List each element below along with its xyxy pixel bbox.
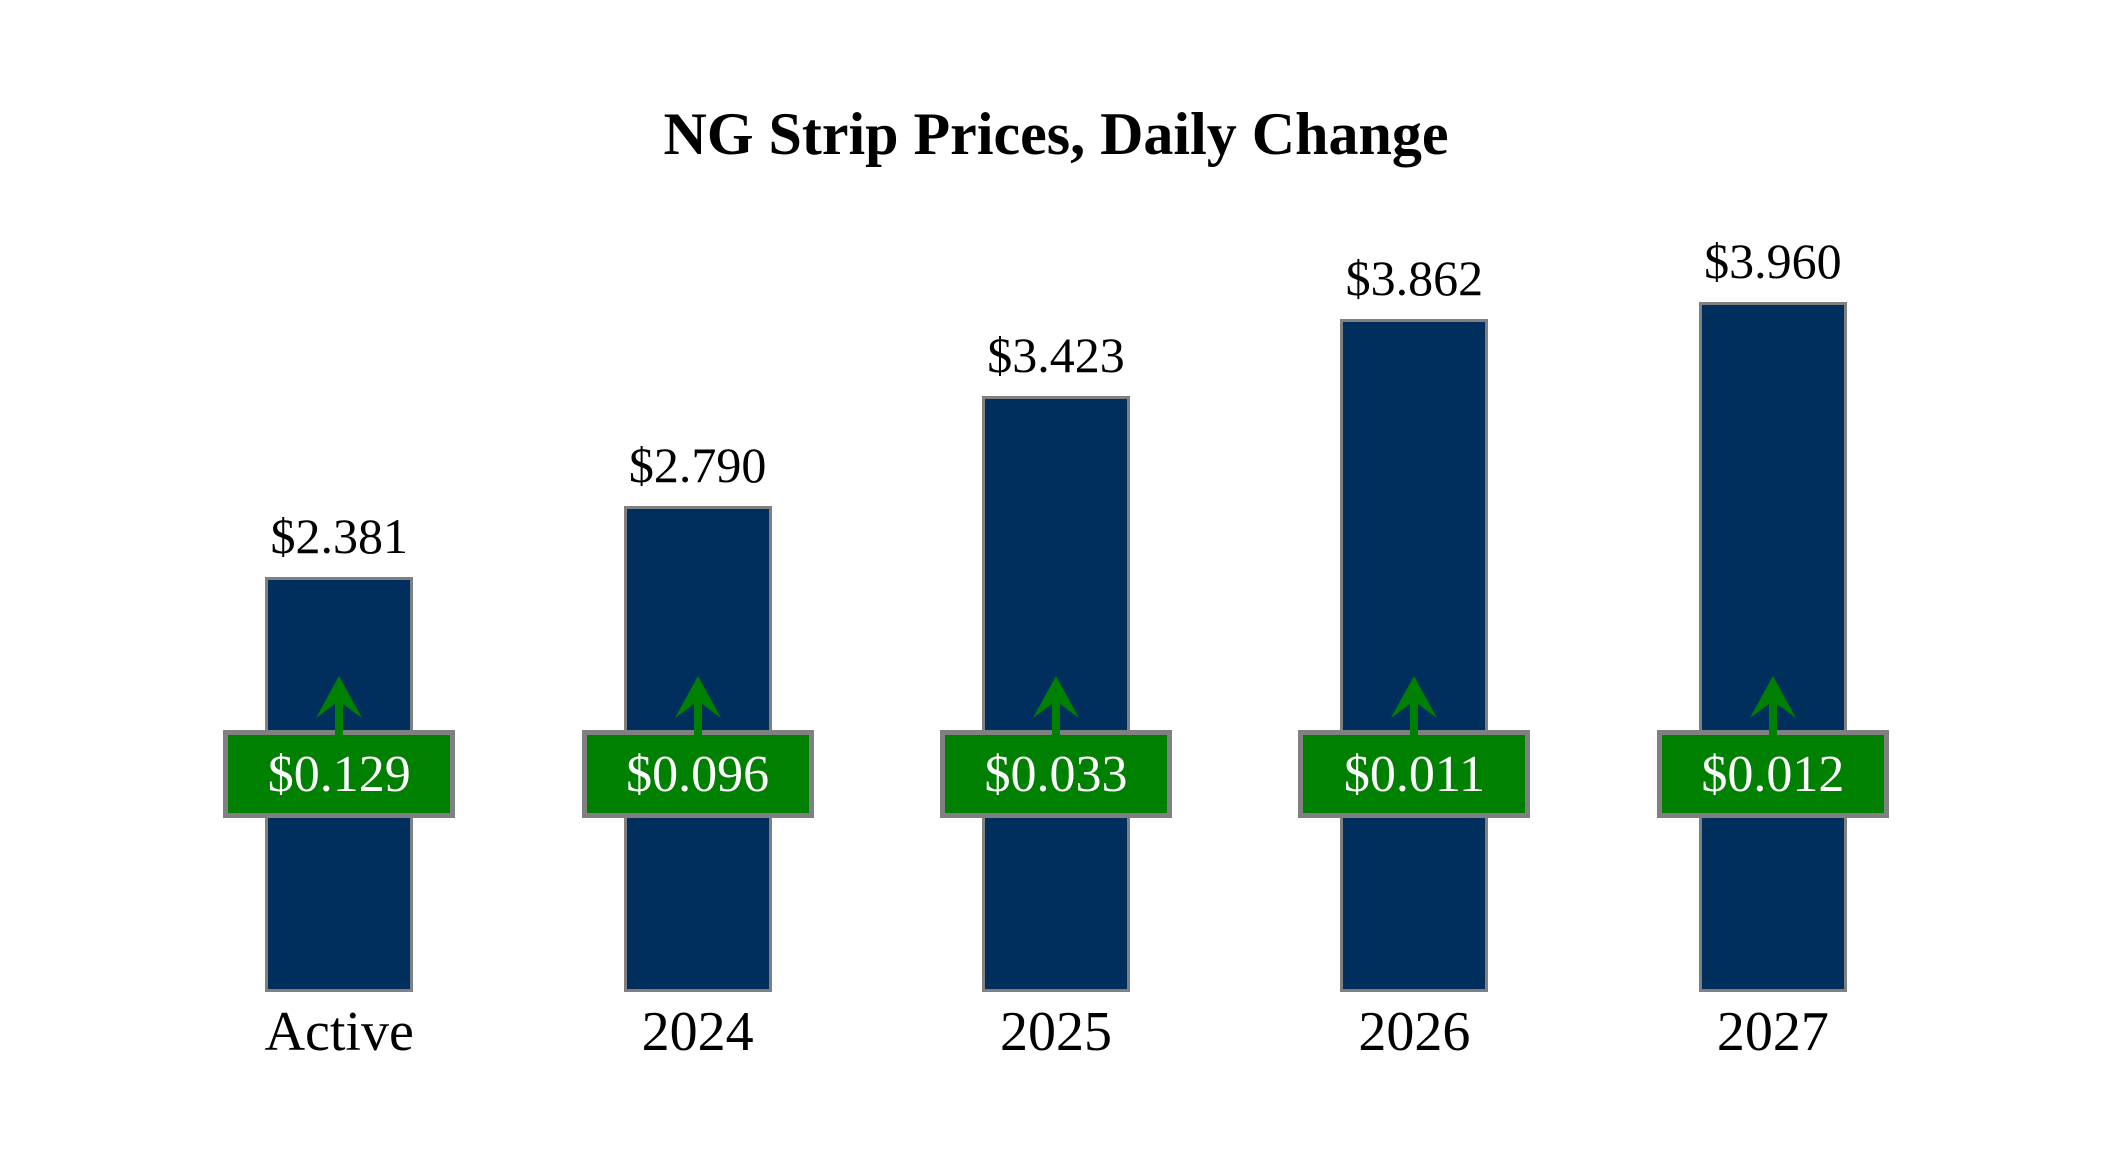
category-label: 2026 [1358,1001,1471,1063]
daily-change-badge: $0.011 [1298,730,1531,818]
bar-group-2027: $3.960 $0.012 2027 [1594,0,1952,1152]
daily-change-label: $0.011 [1343,745,1485,803]
bar-group-2024: $2.790 $0.096 2024 [518,0,876,1152]
price-bar [1340,319,1489,992]
bar-group-2026: $3.862 $0.011 2026 [1235,0,1593,1152]
daily-change-badge: $0.033 [940,730,1173,818]
chart-title: NG Strip Prices, Daily Change [663,101,1449,167]
bar-group-active: $2.381 $0.129 Active [160,0,518,1152]
daily-change-label: $0.129 [267,745,411,803]
category-label: 2027 [1716,1001,1829,1063]
price-label: $3.960 [1704,233,1842,289]
daily-change-badge: $0.129 [223,730,456,818]
price-label: $2.790 [628,437,767,493]
up-arrow-icon [1749,676,1796,736]
up-arrow-icon [316,676,363,736]
daily-change-label: $0.096 [626,745,770,803]
up-arrow-icon [674,676,721,736]
daily-change-label: $0.033 [984,745,1128,803]
daily-change-badge: $0.012 [1656,730,1889,818]
price-bar [1698,302,1847,992]
up-arrow-icon [1391,676,1438,736]
price-label: $3.862 [1345,250,1484,306]
category-label: 2025 [1000,1001,1113,1063]
daily-change-badge: $0.096 [581,730,814,818]
price-label: $3.423 [987,327,1125,383]
category-label: Active [264,1001,414,1063]
up-arrow-icon [1033,676,1080,736]
price-label: $2.381 [270,508,408,564]
daily-change-label: $0.012 [1701,745,1845,803]
category-label: 2024 [641,1001,754,1063]
bar-group-2025: $3.423 $0.033 2025 [877,0,1235,1152]
plot-area: $2.381 $0.129 Active $2.790 $0.096 2024 … [160,0,1952,1152]
